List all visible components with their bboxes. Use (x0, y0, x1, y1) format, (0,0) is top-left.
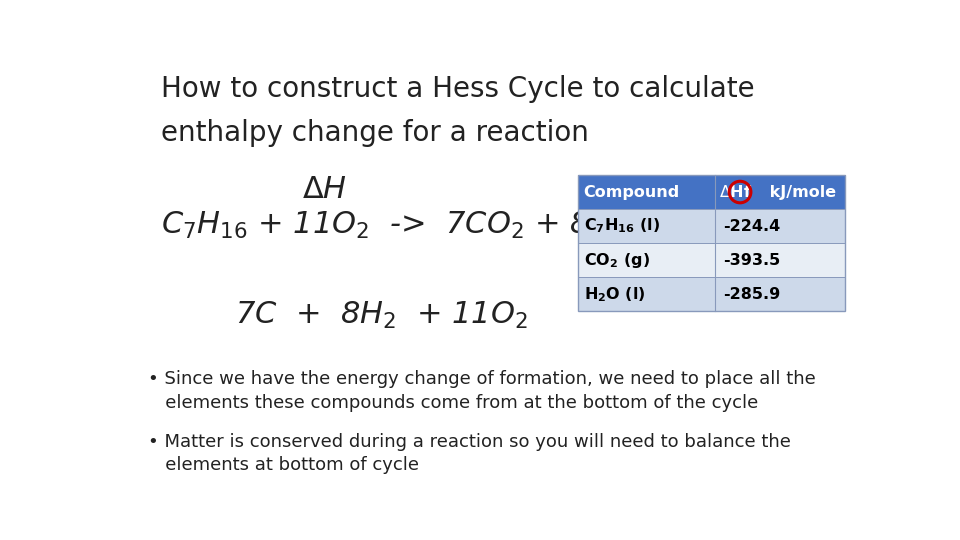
Text: enthalpy change for a reaction: enthalpy change for a reaction (161, 119, 588, 147)
Text: $\Delta$Hf: $\Delta$Hf (719, 184, 753, 200)
Text: $\mathbf{CO_2}$ (g): $\mathbf{CO_2}$ (g) (584, 251, 650, 269)
Text: $\Delta H$: $\Delta H$ (302, 175, 348, 204)
Text: How to construct a Hess Cycle to calculate: How to construct a Hess Cycle to calcula… (161, 75, 755, 103)
Text: • Matter is conserved during a reaction so you will need to balance the
   eleme: • Matter is conserved during a reaction … (148, 433, 791, 474)
Text: -393.5: -393.5 (723, 253, 780, 268)
Text: -285.9: -285.9 (723, 287, 780, 302)
Text: kJ/mole: kJ/mole (764, 185, 836, 200)
Text: $C_7H_{16}$ + 11O$_2$  ->  7CO$_2$ + 8H$_2$O: $C_7H_{16}$ + 11O$_2$ -> 7CO$_2$ + 8H$_2… (161, 210, 652, 241)
Text: 7$C$  +  8$H_2$  + 11$O_2$: 7$C$ + 8$H_2$ + 11$O_2$ (235, 300, 528, 331)
Text: -224.4: -224.4 (723, 219, 780, 234)
Bar (578, 175, 846, 312)
Text: • Since we have the energy change of formation, we need to place all the
   elem: • Since we have the energy change of for… (148, 370, 816, 412)
Bar (578, 277, 846, 312)
Bar (578, 243, 846, 277)
Bar (578, 175, 846, 209)
Text: Compound: Compound (584, 185, 680, 200)
Text: $\mathbf{H_2O}$ (l): $\mathbf{H_2O}$ (l) (584, 285, 645, 303)
Text: $\mathbf{C_7H_{16}}$ (l): $\mathbf{C_7H_{16}}$ (l) (584, 217, 660, 235)
Bar (578, 209, 846, 243)
